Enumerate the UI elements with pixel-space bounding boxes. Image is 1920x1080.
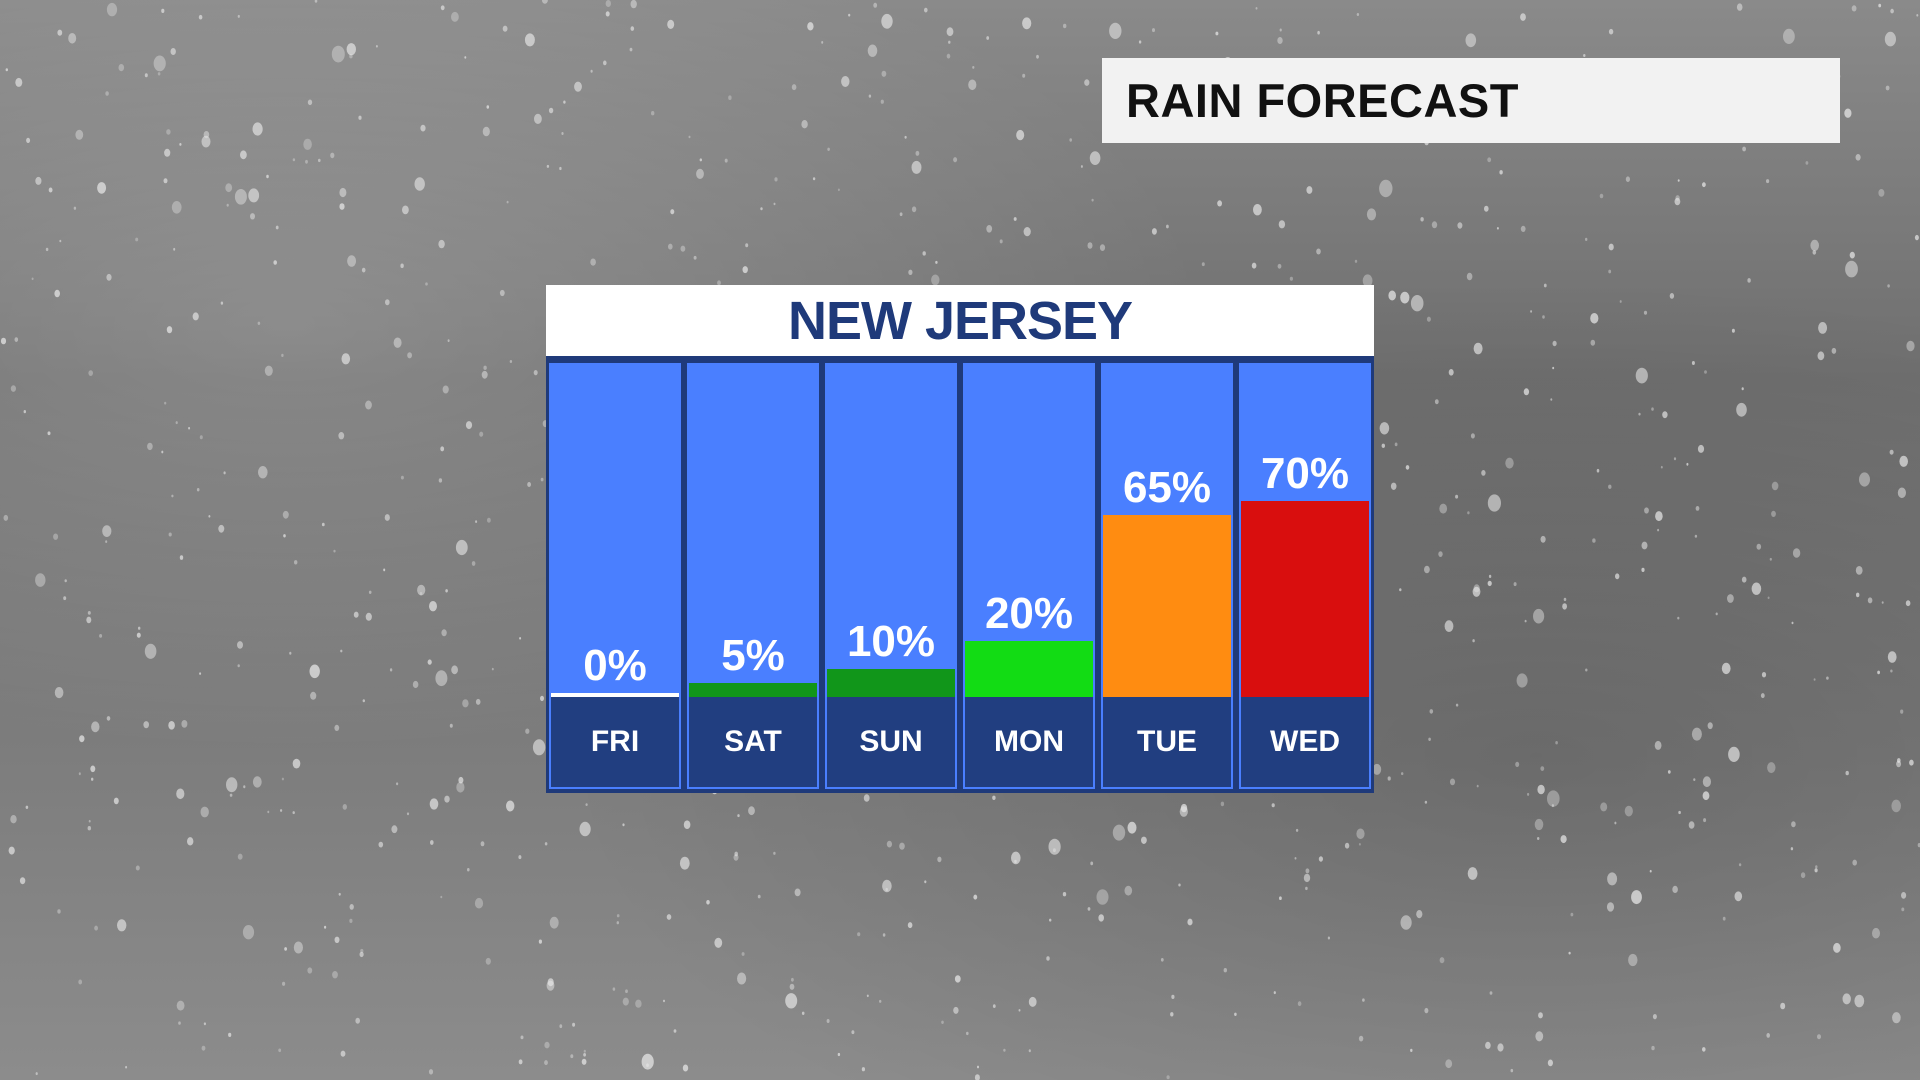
day-column-wed: 70% WED: [1239, 363, 1371, 789]
day-label: WED: [1241, 697, 1369, 787]
data-label: 10%: [846, 617, 936, 666]
day-label: SAT: [689, 697, 817, 787]
chart-title-band: NEW JERSEY: [546, 285, 1374, 356]
rain-chance-chart: NEW JERSEY 0% FRI 5% SAT 10% SUN 20% MON 65% TUE 7…: [546, 285, 1374, 793]
day-label: MON: [965, 697, 1093, 787]
header-title: RAIN FORECAST: [1126, 74, 1519, 127]
chart-title: NEW JERSEY: [787, 290, 1133, 351]
day-label: FRI: [551, 697, 679, 787]
day-column-fri: 0% FRI: [549, 363, 681, 789]
day-column-tue: 65% TUE: [1101, 363, 1233, 789]
day-column-mon: 20% MON: [963, 363, 1095, 789]
bar: [1241, 501, 1369, 697]
bar: [965, 641, 1093, 697]
bar: [551, 693, 679, 697]
data-label: 70%: [1260, 449, 1350, 498]
day-column-sun: 10% SUN: [825, 363, 957, 789]
data-label: 65%: [1122, 463, 1212, 512]
day-label: SUN: [827, 697, 955, 787]
bar: [1103, 515, 1231, 697]
day-label: TUE: [1103, 697, 1231, 787]
bar: [827, 669, 955, 697]
data-label: 5%: [721, 631, 785, 680]
bar: [689, 683, 817, 697]
data-label: 20%: [984, 589, 1074, 638]
rain-forecast-header: RAIN FORECAST: [1102, 58, 1840, 143]
day-column-sat: 5% SAT: [687, 363, 819, 789]
data-label: 0%: [583, 641, 647, 690]
